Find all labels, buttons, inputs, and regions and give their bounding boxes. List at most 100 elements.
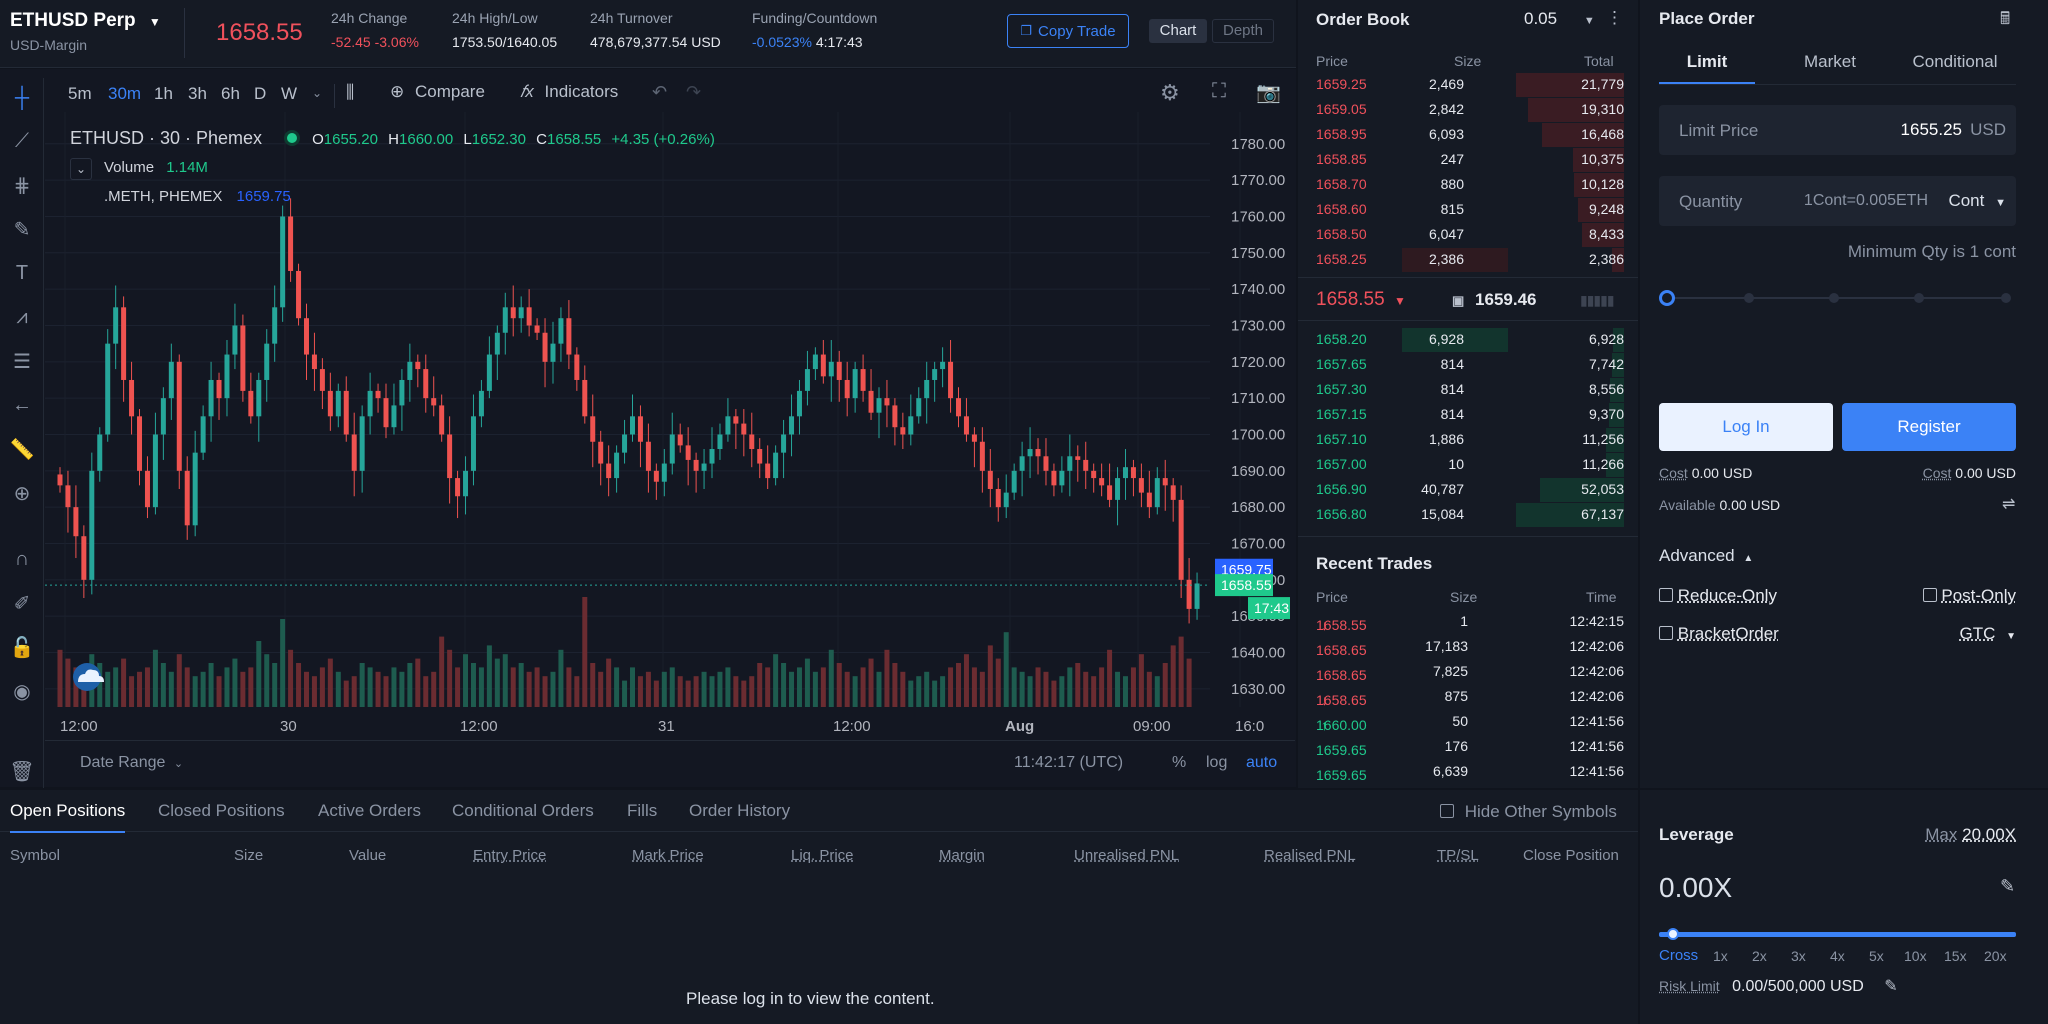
trendline-icon[interactable]: ⟋ xyxy=(15,129,29,152)
bid-row[interactable]: 1656.90 40,787 52,053 xyxy=(1316,477,1624,502)
tab-conditional[interactable]: Conditional xyxy=(1912,52,1998,71)
leverage-tick-20x[interactable]: 20x xyxy=(1984,948,2007,964)
tab-fills[interactable]: Fills xyxy=(627,801,658,820)
bid-row[interactable]: 1656.80 15,084 67,137 xyxy=(1316,502,1624,527)
quantity-field[interactable]: Quantity 1Cont=0.005ETH Cont ▼ xyxy=(1659,176,2016,226)
volume-bar xyxy=(256,641,262,707)
reduce-only-checkbox[interactable]: Reduce-Only xyxy=(1659,586,1777,606)
leverage-handle[interactable] xyxy=(1667,928,1679,940)
timeframe-3h[interactable]: 3h xyxy=(188,84,207,103)
register-button[interactable]: Register xyxy=(1842,403,2016,451)
hide-other-symbols[interactable]: Hide Other Symbols xyxy=(1440,802,1617,822)
timeframe-1h[interactable]: 1h xyxy=(154,84,173,103)
copy-trade-button[interactable]: ❐ Copy Trade xyxy=(1007,14,1129,48)
edit-risk-icon[interactable]: ✎ xyxy=(1884,978,1898,995)
trash-icon[interactable]: 🗑 xyxy=(9,760,35,783)
bid-row[interactable]: 1658.20 6,928 6,928 xyxy=(1316,327,1624,352)
bid-row[interactable]: 1657.30 814 8,556 xyxy=(1316,377,1624,402)
lock-drawing-icon[interactable]: ✐ xyxy=(13,592,31,615)
ask-row[interactable]: 1659.25 2,469 21,779 xyxy=(1316,72,1624,97)
candle-body xyxy=(248,390,254,417)
undo-icon[interactable]: ↶ xyxy=(652,82,668,102)
ruler-icon[interactable]: 📏 xyxy=(9,438,35,461)
ask-size: 6,093 xyxy=(1428,126,1464,142)
pattern-icon[interactable]: ⩘ xyxy=(16,305,28,328)
more-vertical-icon[interactable]: ⋮ xyxy=(1606,8,1623,27)
tab-order-history[interactable]: Order History xyxy=(689,801,791,820)
tab-active-orders[interactable]: Active Orders xyxy=(318,801,421,820)
bid-row[interactable]: 1657.15 814 9,370 xyxy=(1316,402,1624,427)
bid-row[interactable]: 1657.00 10 11,266 xyxy=(1316,452,1624,477)
timeframe-D[interactable]: D xyxy=(254,84,267,103)
brush-icon[interactable]: ✎ xyxy=(13,218,31,241)
leverage-tick-1x[interactable]: 1x xyxy=(1713,948,1728,964)
date-range-button[interactable]: Date Range ⌄ xyxy=(80,754,183,772)
magnet-icon[interactable]: ∩ xyxy=(14,547,30,570)
advanced-toggle[interactable]: Advanced ▲ xyxy=(1659,546,1753,566)
tab-limit[interactable]: Limit xyxy=(1659,44,1755,84)
tab-chart[interactable]: Chart xyxy=(1149,19,1207,43)
legend-collapse-button[interactable]: ⌄ xyxy=(70,158,92,180)
leverage-tick-3x[interactable]: 3x xyxy=(1791,948,1806,964)
calculator-icon[interactable]: 🖩 xyxy=(2000,9,2011,28)
post-only-checkbox[interactable]: Post-Only xyxy=(1922,586,2016,606)
leverage-tick-2x[interactable]: 2x xyxy=(1752,948,1767,964)
qty-slider[interactable] xyxy=(1659,290,2016,306)
prediction-icon[interactable]: ☰ xyxy=(13,350,31,373)
tab-conditional-orders[interactable]: Conditional Orders xyxy=(452,801,594,820)
timeframe-W[interactable]: W xyxy=(281,84,298,103)
text-icon[interactable]: T xyxy=(15,261,29,284)
timeframe-5m[interactable]: 5m xyxy=(68,84,92,103)
login-button[interactable]: Log In xyxy=(1659,403,1833,451)
crosshair-icon[interactable]: ┼ xyxy=(14,86,30,109)
bracket-order-checkbox[interactable]: BracketOrder xyxy=(1659,624,1779,644)
ask-row[interactable]: 1658.60 815 9,248 xyxy=(1316,197,1624,222)
fullscreen-icon[interactable]: ⛶ xyxy=(1212,80,1226,102)
compare-button[interactable]: ⊕ Compare xyxy=(390,82,485,102)
tab-market[interactable]: Market xyxy=(1804,52,1856,71)
ask-row[interactable]: 1659.05 2,842 19,310 xyxy=(1316,97,1624,122)
back-arrow-icon[interactable]: ← xyxy=(12,393,32,416)
cross-margin-button[interactable]: Cross xyxy=(1659,947,1699,964)
ask-row[interactable]: 1658.50 6,047 8,433 xyxy=(1316,222,1624,247)
timeframe-30m[interactable]: 30m xyxy=(108,84,142,103)
timeframe-6h[interactable]: 6h xyxy=(221,84,240,103)
tab-open-positions[interactable]: Open Positions xyxy=(10,801,126,833)
auto-toggle[interactable]: auto xyxy=(1246,754,1278,771)
timeframe-more-icon[interactable]: ⌄ xyxy=(312,86,323,100)
leverage-slider[interactable] xyxy=(1659,928,2016,940)
eye-icon[interactable]: ◉ xyxy=(13,680,31,703)
price-chart[interactable]: 1780.00 1770.00 1760.00 1750.00 1740.00 1730.… xyxy=(45,112,1295,737)
ask-row[interactable]: 1658.95 6,093 16,468 xyxy=(1316,122,1624,147)
candle-body xyxy=(518,307,524,319)
candle-type-icon[interactable]: ⫼ xyxy=(346,82,355,102)
leverage-tick-15x[interactable]: 15x xyxy=(1944,948,1967,964)
time-in-force-select[interactable]: GTC ▼ xyxy=(1959,624,2016,644)
settings-gear-icon[interactable]: ⚙ xyxy=(1160,80,1180,105)
ask-row[interactable]: 1658.70 880 10,128 xyxy=(1316,172,1624,197)
leverage-tick-10x[interactable]: 10x xyxy=(1904,948,1927,964)
bid-row[interactable]: 1657.65 814 7,742 xyxy=(1316,352,1624,377)
log-toggle[interactable]: log xyxy=(1206,754,1228,771)
leverage-tick-4x[interactable]: 4x xyxy=(1830,948,1845,964)
tab-closed-positions[interactable]: Closed Positions xyxy=(158,801,285,820)
redo-icon[interactable]: ↷ xyxy=(686,82,702,102)
ask-row[interactable]: 1658.85 247 10,375 xyxy=(1316,147,1624,172)
tab-depth[interactable]: Depth xyxy=(1212,19,1274,43)
edit-leverage-icon[interactable]: ✎ xyxy=(2000,876,2016,896)
slider-handle[interactable] xyxy=(1659,290,1675,306)
fib-icon[interactable]: ⋕ xyxy=(13,174,31,197)
symbol-selector[interactable]: ETHUSD Perp ▼ xyxy=(10,10,161,32)
limit-price-field[interactable]: Limit Price 1655.25 USD xyxy=(1659,105,2016,155)
camera-icon[interactable]: 📷 xyxy=(1256,82,1281,104)
candle-body xyxy=(57,474,63,486)
zoom-in-icon[interactable]: ⊕ xyxy=(13,482,31,505)
ask-row[interactable]: 1658.25 2,386 2,386 xyxy=(1316,247,1624,272)
price-step-select[interactable]: 0.05 ▼ xyxy=(1524,9,1595,29)
percent-toggle[interactable]: % xyxy=(1172,754,1187,771)
indicators-button[interactable]: 𝑓x Indicators xyxy=(520,82,618,102)
transfer-icon[interactable]: ⇌ xyxy=(2002,496,2016,513)
leverage-tick-5x[interactable]: 5x xyxy=(1869,948,1884,964)
lock-icon[interactable]: 🔓 xyxy=(9,636,35,659)
bid-row[interactable]: 1657.10 1,886 11,256 xyxy=(1316,427,1624,452)
